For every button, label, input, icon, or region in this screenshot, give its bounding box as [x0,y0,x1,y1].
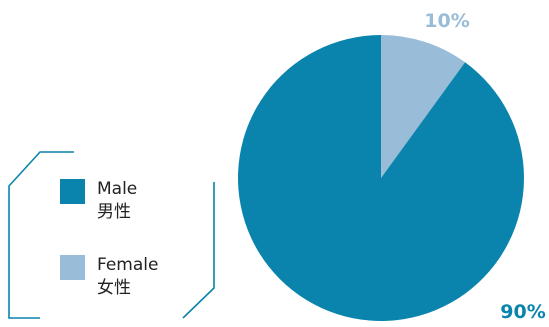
legend-label-female: Female 女性 [97,254,158,300]
pie-labels: 10% 90% [424,10,545,323]
pie-label-male: 90% [500,301,545,323]
legend-item-female: Female 女性 [60,254,158,300]
legend-item-male: Male 男性 [60,178,137,224]
legend-swatch-female [60,255,85,280]
legend-frame-right-bracket [182,182,215,319]
pie-slice-male [237,35,524,321]
pie-slices [237,35,524,321]
legend-frame-left-bracket [8,151,74,319]
legend-label-female-en: Female [97,255,159,275]
legend-swatch-male [60,179,85,204]
legend-label-male-zh: 男性 [97,202,131,222]
pie-label-female: 10% [424,10,469,32]
legend-label-female-zh: 女性 [97,278,131,298]
legend-label-male: Male 男性 [97,178,137,224]
legend-label-male-en: Male [97,179,138,199]
pie-slice-female [381,35,466,178]
